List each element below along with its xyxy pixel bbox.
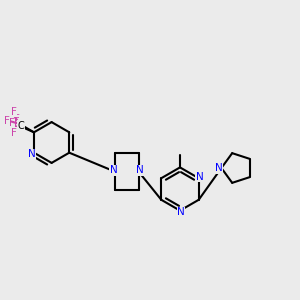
Text: F: F	[14, 123, 20, 134]
Text: F: F	[11, 107, 16, 117]
Text: F: F	[14, 114, 20, 124]
Text: F: F	[11, 128, 16, 138]
Text: N: N	[177, 207, 185, 217]
Text: N: N	[196, 172, 203, 182]
Text: C: C	[18, 121, 24, 131]
Text: N: N	[215, 163, 223, 173]
Text: N: N	[110, 165, 117, 175]
Text: N: N	[136, 165, 144, 175]
Text: F: F	[4, 116, 10, 126]
Text: N: N	[28, 149, 35, 159]
Text: F: F	[9, 118, 15, 128]
